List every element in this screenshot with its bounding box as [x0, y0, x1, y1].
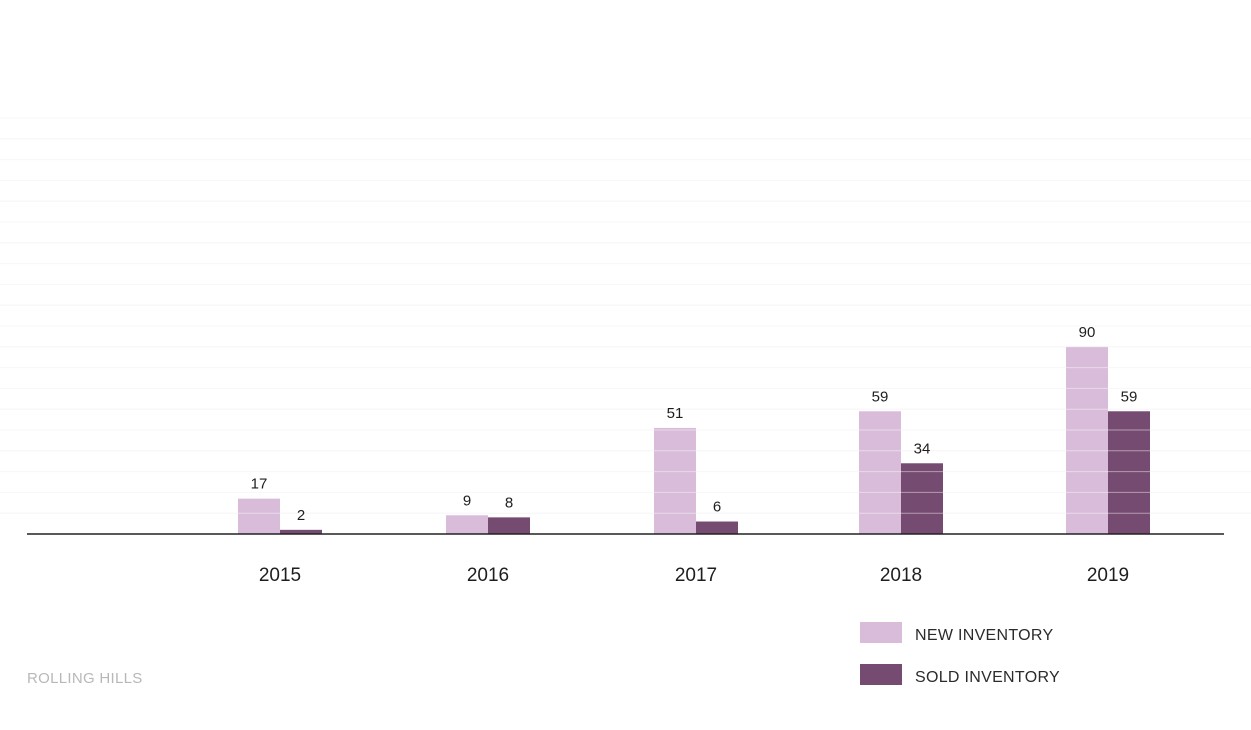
data-label-sold-inventory-2015: 2: [297, 507, 305, 524]
data-label-sold-inventory-2016: 8: [505, 494, 513, 511]
x-tick-label-2018: 2018: [880, 565, 922, 586]
bar-new-inventory-2018: [859, 411, 901, 534]
bar-new-inventory-2015: [238, 498, 280, 534]
legend-label-new-inventory: NEW INVENTORY: [915, 627, 1054, 644]
data-label-sold-inventory-2018: 34: [914, 440, 931, 457]
legend-swatch-new-inventory: [860, 622, 902, 643]
data-label-sold-inventory-2017: 6: [713, 499, 721, 516]
data-label-new-inventory-2018: 59: [872, 388, 889, 405]
bar-sold-inventory-2016: [488, 517, 530, 534]
data-label-new-inventory-2017: 51: [667, 405, 684, 422]
data-label-new-inventory-2015: 17: [251, 476, 268, 493]
data-label-new-inventory-2019: 90: [1079, 324, 1096, 341]
grid-lines: [0, 117, 1251, 514]
x-tick-label-2015: 2015: [259, 565, 301, 586]
grid-overlay: [0, 117, 1251, 514]
bar-new-inventory-2017: [654, 427, 696, 534]
bar-new-inventory-2019: [1066, 346, 1108, 534]
x-tick-label-2017: 2017: [675, 565, 717, 586]
bar-sold-inventory-2019: [1108, 411, 1150, 534]
data-label-sold-inventory-2019: 59: [1121, 388, 1138, 405]
footer-brand-label: ROLLING HILLS: [27, 670, 143, 687]
bars: [238, 346, 1150, 534]
bar-sold-inventory-2017: [696, 521, 738, 534]
data-labels: 17 2 9 8 51 6 59 34 90 59: [251, 324, 1138, 524]
bar-new-inventory-2016: [446, 515, 488, 534]
x-axis-ticks: 2015 2016 2017 2018 2019: [259, 565, 1129, 586]
legend-swatch-sold-inventory: [860, 664, 902, 685]
x-tick-label-2019: 2019: [1087, 565, 1129, 586]
x-tick-label-2016: 2016: [467, 565, 509, 586]
bar-sold-inventory-2015: [280, 529, 322, 534]
legend-label-sold-inventory: SOLD INVENTORY: [915, 669, 1060, 686]
bar-sold-inventory-2018: [901, 463, 943, 534]
data-label-new-inventory-2016: 9: [463, 492, 471, 509]
